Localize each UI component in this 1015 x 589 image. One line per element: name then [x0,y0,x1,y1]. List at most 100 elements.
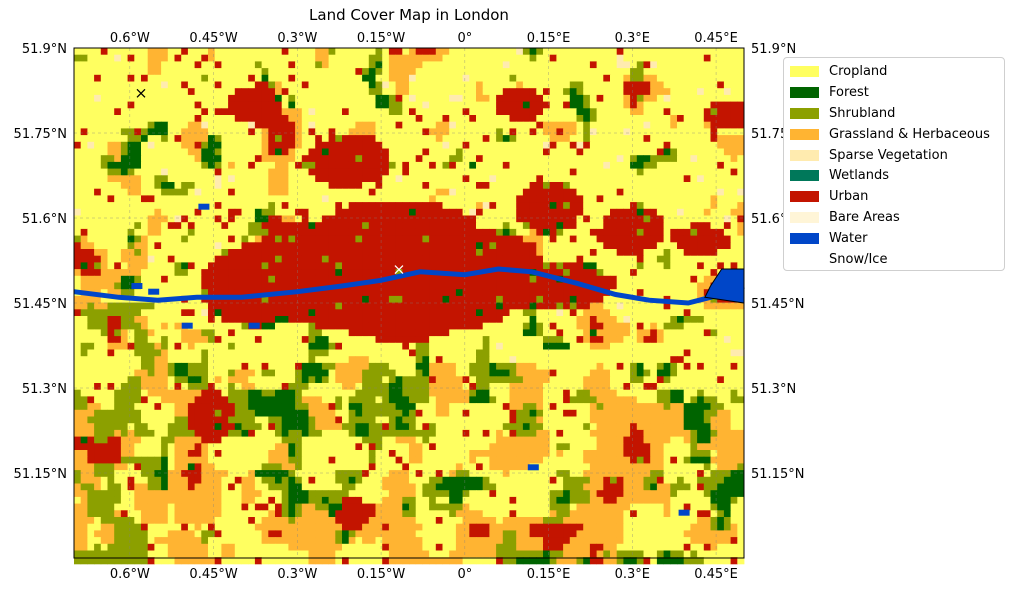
land-cover-cell [154,121,162,129]
land-cover-cell [348,48,356,56]
land-cover-cell [449,94,457,102]
land-cover-cell [107,349,115,357]
land-cover-cell [167,342,175,350]
land-cover-cell [529,309,537,317]
land-cover-cell [147,54,155,62]
land-cover-cell [730,369,738,377]
land-cover-cell [549,168,557,176]
land-cover-cell [154,376,162,384]
land-cover-cell [120,188,128,196]
land-cover-cell [127,54,135,62]
land-cover-cell [717,101,725,109]
land-cover-cell [355,302,363,310]
land-cover-cell [636,369,644,377]
land-cover-cell [147,108,155,116]
land-cover-cell [536,54,544,62]
land-cover-cell [87,249,95,257]
land-cover-cell [469,155,477,163]
land-cover-cell [556,195,564,203]
land-cover-cell [288,269,296,277]
land-cover-cell [650,101,658,109]
land-cover-cell [449,329,457,337]
land-cover-cell [74,282,82,290]
land-cover-cell [636,182,644,190]
land-cover-cell [315,369,323,377]
land-cover-cell [268,376,276,384]
land-cover-cell [201,115,209,123]
land-cover-cell [301,48,309,56]
land-cover-cell [94,115,102,123]
land-cover-cell [616,376,624,384]
land-cover-cell [268,148,276,156]
land-cover-cell [120,121,128,129]
land-cover-cell [301,336,309,344]
land-cover-cell [141,148,149,156]
land-cover-cell [80,128,88,136]
land-cover-cell [201,228,209,236]
land-cover-cell [703,222,711,230]
land-cover-cell [576,148,584,156]
land-cover-cell [201,316,209,324]
land-cover-cell [214,369,222,377]
land-cover-cell [616,228,624,236]
land-cover-cell [563,342,571,350]
land-cover-cell [342,362,350,370]
land-cover-cell [295,215,303,223]
land-cover-cell [569,349,577,357]
land-cover-cell [623,175,631,183]
land-cover-cell [321,128,329,136]
land-cover-cell [482,61,490,69]
land-cover-cell [74,148,82,156]
land-cover-cell [656,302,664,310]
land-cover-cell [174,342,182,350]
land-cover-cell [100,329,108,337]
land-cover-cell [476,128,484,136]
land-cover-cell [643,369,651,377]
land-cover-cell [409,148,417,156]
land-cover-cell [496,148,504,156]
land-cover-cell [288,228,296,236]
land-cover-cell [388,282,396,290]
land-cover-cell [275,282,283,290]
land-cover-cell [261,168,269,176]
land-cover-cell [342,101,350,109]
land-cover-cell [395,141,403,149]
land-cover-cell [429,376,437,384]
land-cover-cell [656,269,664,277]
land-cover-cell [107,222,115,230]
land-cover-cell [120,215,128,223]
land-cover-cell [281,195,289,203]
land-cover-cell [281,155,289,163]
land-cover-cell [275,161,283,169]
land-cover-cell [455,295,463,303]
land-cover-cell [415,289,423,297]
land-cover-cell [543,275,551,283]
land-cover-cell [261,188,269,196]
land-cover-cell [194,108,202,116]
land-cover-cell [422,302,430,310]
land-cover-cell [656,195,664,203]
land-cover-cell [563,255,571,263]
land-cover-cell [248,74,256,82]
land-cover-cell [630,369,638,377]
land-cover-cell [469,316,477,324]
land-cover-cell [569,202,577,210]
land-cover-cell [362,121,370,129]
land-cover-cell [261,208,269,216]
land-cover-cell [616,356,624,364]
land-cover-cell [630,94,638,102]
land-cover-cell [630,195,638,203]
land-cover-cell [114,356,122,364]
land-cover-cell [375,322,383,330]
land-cover-cell [355,168,363,176]
land-cover-cell [174,88,182,96]
land-cover-cell [362,148,370,156]
land-cover-cell [141,48,149,56]
land-cover-cell [368,128,376,136]
land-cover-cell [476,155,484,163]
land-cover-cell [208,289,216,297]
land-cover-cell [663,88,671,96]
land-cover-cell [529,88,537,96]
land-cover-cell [275,336,283,344]
land-cover-cell [107,249,115,257]
